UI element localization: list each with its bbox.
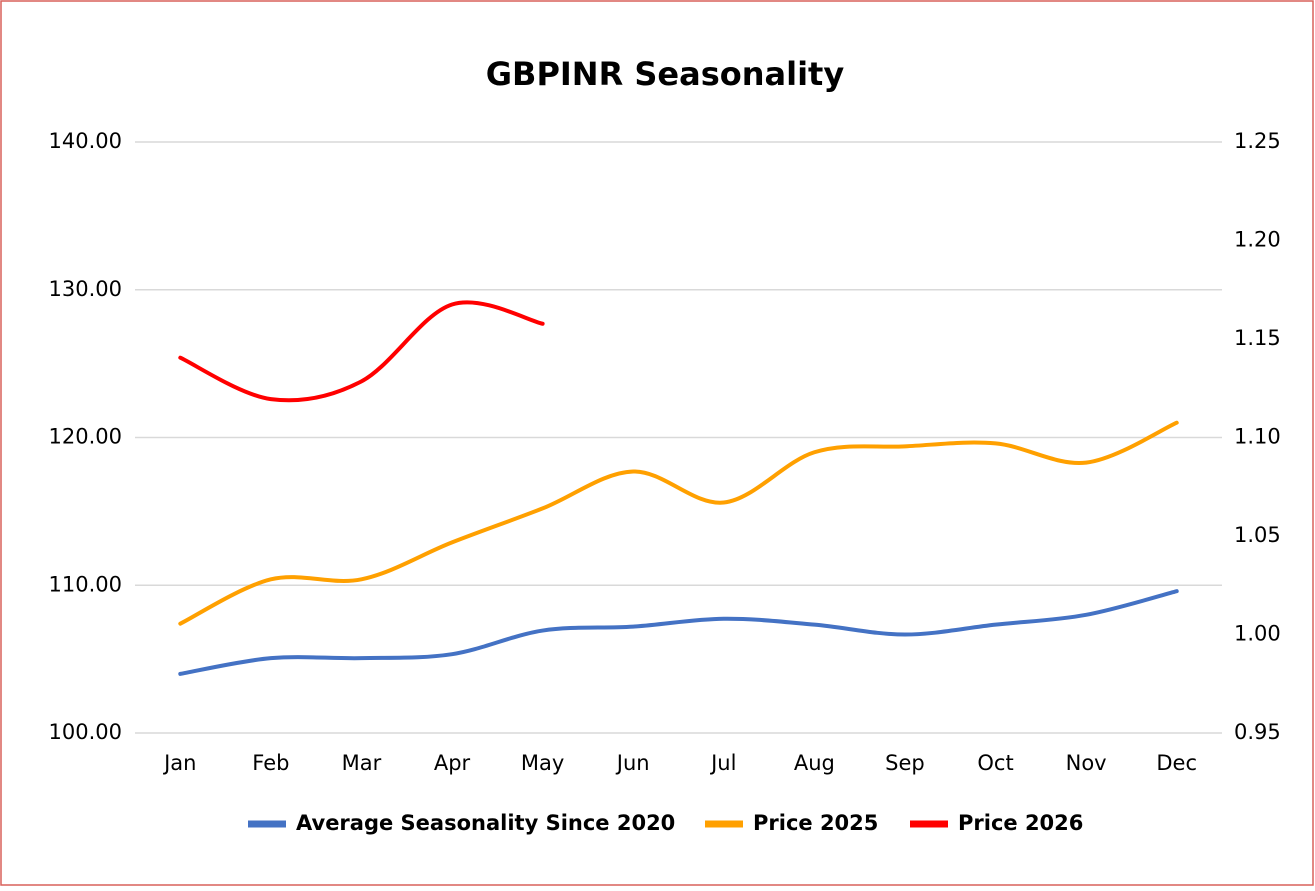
y-tick-label: 130.00 — [49, 277, 122, 301]
legend-label: Average Seasonality Since 2020 — [296, 811, 675, 835]
chart-title: GBPINR Seasonality — [486, 55, 845, 93]
x-tick-label: Oct — [977, 751, 1013, 775]
y-tick-label: 100.00 — [49, 720, 122, 744]
y2-tick-label: 1.00 — [1234, 622, 1281, 646]
legend-label: Price 2026 — [958, 811, 1083, 835]
x-tick-label: Nov — [1066, 751, 1107, 775]
y2-tick-label: 1.10 — [1234, 425, 1281, 449]
x-tick-label: Aug — [794, 751, 835, 775]
line — [178, 300, 545, 403]
y-tick-label: 140.00 — [49, 129, 122, 153]
x-tick-label: Dec — [1156, 751, 1197, 775]
y2-tick-label: 0.95 — [1234, 720, 1281, 744]
x-tick-label: Feb — [252, 751, 289, 775]
x-tick-label: Apr — [434, 751, 471, 775]
y2-tick-label: 1.15 — [1234, 326, 1281, 350]
y-tick-label: 110.00 — [49, 572, 122, 596]
y2-tick-label: 1.05 — [1234, 523, 1281, 547]
line — [178, 589, 1179, 676]
x-tick-label: May — [521, 751, 564, 775]
y-tick-label: 120.00 — [49, 425, 122, 449]
x-tick-label: Jun — [615, 751, 650, 775]
x-tick-label: Jan — [162, 751, 196, 775]
y2-tick-label: 1.25 — [1234, 129, 1281, 153]
y2-tick-label: 1.20 — [1234, 228, 1281, 252]
line — [178, 420, 1179, 626]
legend-label: Price 2025 — [753, 811, 878, 835]
x-tick-label: Mar — [342, 751, 382, 775]
x-tick-label: Jul — [709, 751, 736, 775]
x-tick-label: Sep — [885, 751, 925, 775]
